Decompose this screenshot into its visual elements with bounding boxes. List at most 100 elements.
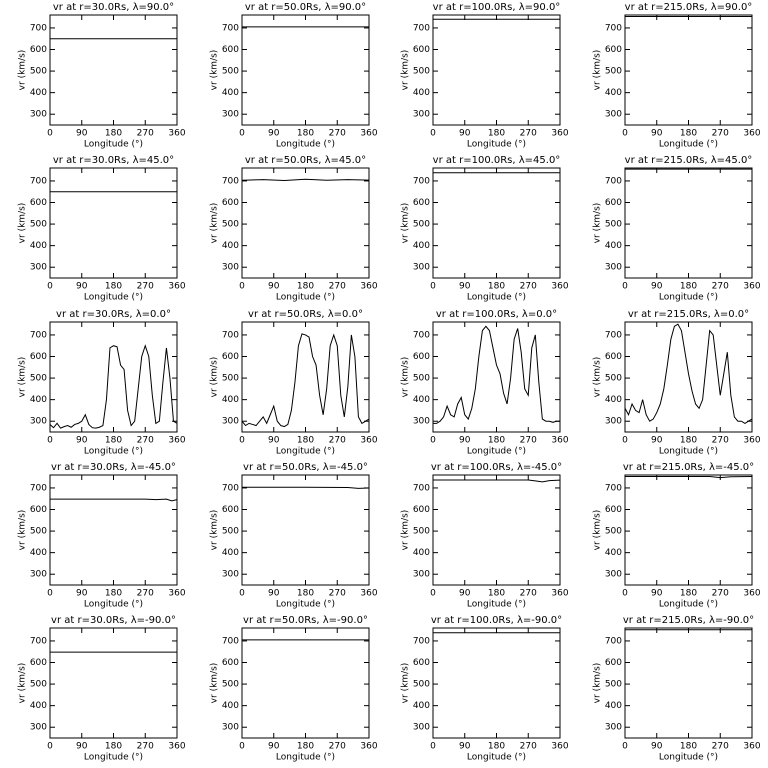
y-tick-label: 500	[222, 67, 239, 77]
x-axis-label: Longitude (°)	[659, 140, 718, 150]
x-tick-label: 180	[680, 129, 697, 139]
y-tick-label: 700	[30, 636, 47, 646]
y-axis-label: vr (km/s)	[210, 663, 220, 704]
y-tick-label: 500	[222, 680, 239, 690]
chart-title: vr at r=215.0Rs, λ=0.0°	[628, 309, 749, 320]
plot-frame	[432, 474, 561, 586]
x-tick-label: 180	[488, 589, 505, 599]
x-tick-label: 180	[297, 742, 314, 752]
y-tick-label: 700	[222, 330, 239, 340]
x-axis-label: Longitude (°)	[276, 600, 335, 610]
plot-frame	[49, 627, 178, 739]
data-line	[433, 325, 560, 424]
y-tick-label: 300	[222, 723, 239, 733]
y-tick-label: 300	[222, 263, 239, 273]
x-tick-label: 0	[239, 436, 245, 446]
x-tick-label: 90	[268, 742, 280, 752]
y-axis-label: vr (km/s)	[210, 510, 220, 551]
x-tick-label: 90	[459, 589, 471, 599]
y-tick-label: 400	[413, 241, 430, 251]
x-tick-label: 0	[239, 589, 245, 599]
chart-title: vr at r=30.0Rs, λ=-90.0°	[51, 615, 176, 626]
x-tick-label: 360	[743, 436, 760, 446]
x-tick-label: 0	[47, 589, 53, 599]
x-tick-label: 90	[268, 589, 280, 599]
y-tick-label: 400	[30, 395, 47, 405]
x-tick-label: 270	[329, 282, 346, 292]
x-tick-label: 180	[297, 589, 314, 599]
plot-frame	[624, 627, 753, 739]
y-tick-label: 400	[30, 548, 47, 558]
y-tick-label: 400	[222, 395, 239, 405]
y-tick-label: 500	[605, 67, 622, 77]
x-tick-label: 90	[459, 282, 471, 292]
plot-frame	[49, 14, 178, 126]
x-tick-label: 270	[137, 742, 154, 752]
x-tick-label: 90	[268, 282, 280, 292]
y-axis-label: vr (km/s)	[593, 510, 603, 551]
y-tick-label: 400	[30, 701, 47, 711]
y-tick-label: 500	[222, 527, 239, 537]
x-tick-label: 270	[329, 129, 346, 139]
x-tick-label: 360	[743, 589, 760, 599]
y-tick-label: 600	[30, 198, 47, 208]
x-tick-label: 0	[47, 436, 53, 446]
x-tick-label: 180	[105, 742, 122, 752]
x-tick-label: 360	[743, 129, 760, 139]
y-tick-label: 400	[413, 701, 430, 711]
x-axis-label: Longitude (°)	[84, 447, 143, 457]
chart-title: vr at r=215.0Rs, λ=-90.0°	[623, 615, 754, 626]
y-tick-label: 700	[30, 330, 47, 340]
y-tick-label: 400	[413, 88, 430, 98]
y-axis-label: vr (km/s)	[401, 663, 411, 704]
y-tick-label: 600	[30, 505, 47, 515]
x-tick-label: 270	[520, 129, 537, 139]
y-tick-label: 700	[605, 176, 622, 186]
x-tick-label: 360	[551, 589, 568, 599]
data-line	[49, 344, 178, 429]
x-tick-label: 90	[459, 742, 471, 752]
x-tick-label: 360	[551, 129, 568, 139]
x-axis-label: Longitude (°)	[84, 293, 143, 303]
data-line	[50, 498, 178, 502]
x-tick-label: 270	[712, 129, 729, 139]
y-tick-label: 500	[605, 374, 622, 384]
x-tick-label: 270	[520, 742, 537, 752]
y-tick-label: 400	[605, 88, 622, 98]
x-tick-label: 270	[712, 436, 729, 446]
x-tick-label: 270	[329, 589, 346, 599]
x-tick-label: 0	[430, 436, 436, 446]
x-tick-label: 360	[743, 742, 760, 752]
y-tick-label: 400	[222, 88, 239, 98]
y-tick-label: 600	[30, 352, 47, 362]
y-tick-label: 400	[413, 548, 430, 558]
plot-frame	[624, 167, 753, 279]
x-tick-label: 90	[76, 436, 88, 446]
x-tick-label: 180	[297, 282, 314, 292]
x-axis-label: Longitude (°)	[84, 600, 143, 610]
y-tick-label: 600	[222, 505, 239, 515]
x-tick-label: 180	[680, 589, 697, 599]
y-tick-label: 400	[30, 88, 47, 98]
x-tick-label: 270	[712, 589, 729, 599]
x-tick-label: 360	[360, 129, 377, 139]
y-axis-label: vr (km/s)	[401, 357, 411, 398]
plot-frame	[241, 167, 370, 279]
y-tick-label: 400	[605, 241, 622, 251]
y-tick-label: 700	[605, 636, 622, 646]
x-tick-label: 270	[520, 436, 537, 446]
plot-frame	[241, 627, 370, 739]
x-tick-label: 360	[360, 742, 377, 752]
plot-frame	[432, 167, 561, 279]
y-tick-label: 300	[222, 110, 239, 120]
y-tick-label: 300	[605, 723, 622, 733]
y-tick-label: 600	[413, 45, 430, 55]
x-tick-label: 0	[430, 589, 436, 599]
chart-title: vr at r=215.0Rs, λ=90.0°	[625, 2, 753, 13]
y-tick-label: 600	[222, 658, 239, 668]
x-tick-label: 90	[459, 129, 471, 139]
plot-frame	[624, 14, 753, 126]
x-tick-label: 90	[651, 742, 663, 752]
chart-title: vr at r=100.0Rs, λ=-90.0°	[431, 615, 562, 626]
